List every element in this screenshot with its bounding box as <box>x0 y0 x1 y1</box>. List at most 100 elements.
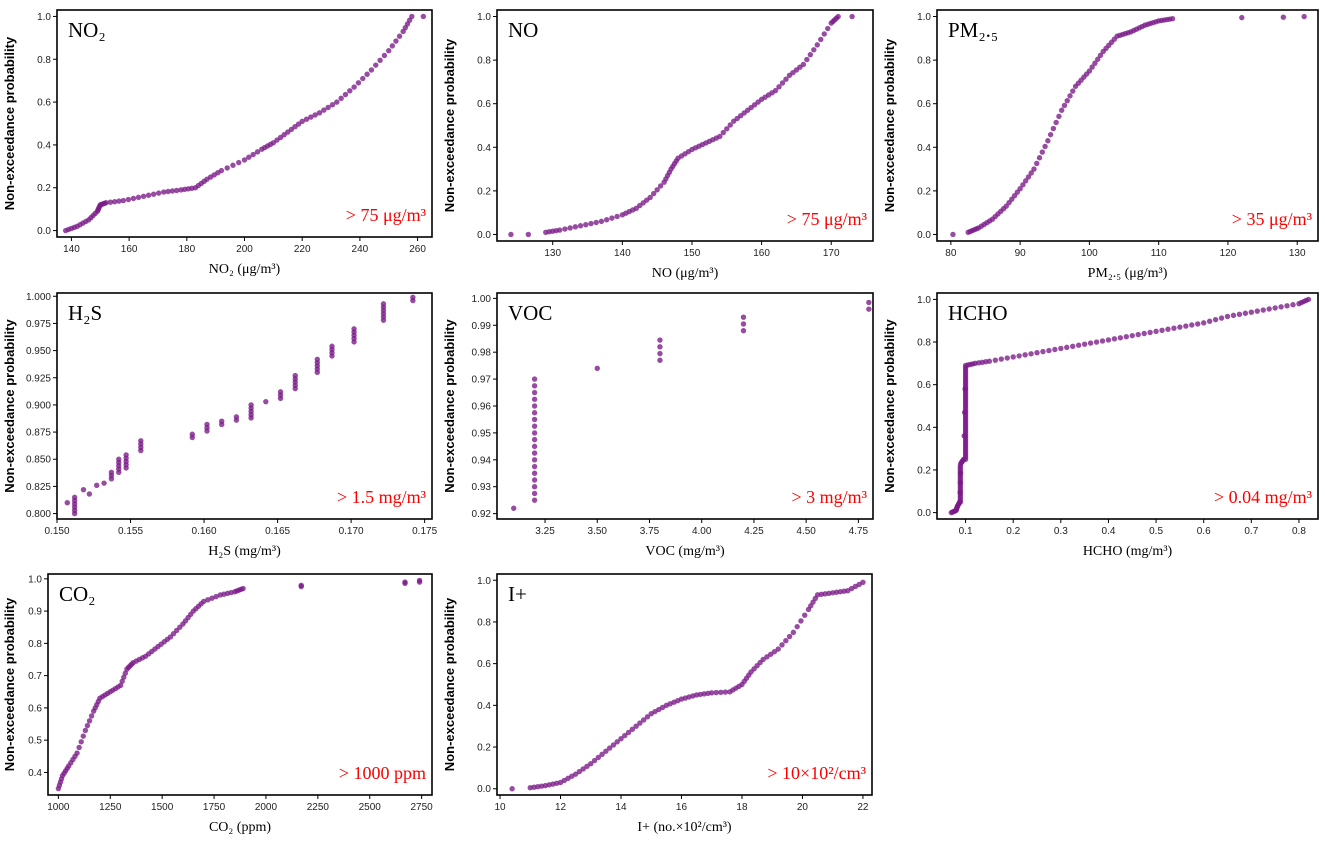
data-point <box>120 197 127 204</box>
data-point <box>657 183 664 189</box>
y-tick-label: 0.6 <box>28 703 42 714</box>
chart-iplus: 10 12 14 16 18 20 22 0.0 0.2 0.4 0.6 0.8 1.0 I+ > 10×1… <box>442 573 873 835</box>
data-point <box>531 389 538 396</box>
data-point <box>572 224 579 230</box>
data-point <box>821 31 827 37</box>
data-point <box>556 227 563 233</box>
x-axis-label: H₂S (mg/m³) <box>208 544 281 559</box>
y-tick-label: 0.8 <box>917 338 931 349</box>
panel-iplus: 10 12 14 16 18 20 22 0.0 0.2 0.4 0.6 0.8 1.0 I+ > 10×1… <box>440 564 880 847</box>
data-point <box>740 321 747 327</box>
data-points <box>511 299 872 511</box>
data-point <box>798 618 804 624</box>
panel-title: VOC <box>508 301 552 325</box>
data-point <box>779 642 785 648</box>
data-point <box>303 116 310 122</box>
data-point <box>1058 345 1064 352</box>
data-point <box>155 190 162 196</box>
data-point <box>1099 338 1106 344</box>
threshold-annotation: > 35 μg/m³ <box>1232 209 1313 229</box>
x-axis-label: VOC (mg/m³) <box>645 544 725 559</box>
data-point <box>360 75 366 82</box>
data-point <box>205 597 211 603</box>
data-point <box>849 13 855 20</box>
data-point <box>1095 56 1101 62</box>
data-point <box>800 61 807 68</box>
data-point <box>606 745 613 751</box>
data-point <box>779 80 786 86</box>
data-points <box>950 13 1307 238</box>
data-point <box>657 344 663 350</box>
data-point <box>246 154 252 160</box>
y-axis-label: Non-exceedance probability <box>2 597 17 771</box>
panel-title: HCHO <box>948 301 1008 325</box>
data-point <box>402 580 408 587</box>
data-point <box>531 450 538 456</box>
panel-title: CO₂ <box>59 582 96 606</box>
data-point <box>254 149 261 155</box>
data-point <box>386 47 392 54</box>
x-axis-label: PM₂.₅ (μg/m³) <box>1088 266 1168 281</box>
data-point <box>804 56 810 63</box>
chart-co2: 1000 1250 1500 1750 2000 2250 2500 2750 0.4 0.5 0.… <box>2 573 433 835</box>
x-tick-label: 4.50 <box>796 526 816 537</box>
data-point <box>240 585 246 592</box>
data-point <box>650 190 657 197</box>
x-tick-label: 16 <box>676 802 688 813</box>
data-point <box>1045 138 1051 144</box>
data-point <box>531 497 538 503</box>
data-point <box>161 189 167 195</box>
threshold-annotation: > 0.04 mg/m³ <box>1214 487 1313 507</box>
x-tick-label: 1250 <box>99 802 122 813</box>
y-tick-label: 0.92 <box>472 509 492 520</box>
data-point <box>351 84 357 90</box>
data-point <box>593 219 599 226</box>
data-point <box>531 484 538 490</box>
data-point <box>814 42 820 48</box>
data-point <box>531 376 538 382</box>
data-point <box>230 162 236 168</box>
data-point <box>368 67 375 73</box>
data-points <box>64 294 416 517</box>
data-point <box>577 223 584 229</box>
data-point <box>329 102 336 108</box>
data-point <box>250 151 256 158</box>
data-point <box>531 477 538 483</box>
panel-title: NO₂ <box>68 18 106 42</box>
data-point <box>1135 331 1141 338</box>
data-point <box>1301 13 1307 20</box>
x-tick-label: 0.170 <box>339 526 364 537</box>
y-tick-label: 0.4 <box>917 423 931 434</box>
x-tick-label: 140 <box>614 248 631 259</box>
plot-frame <box>56 292 433 520</box>
data-point <box>531 443 538 450</box>
y-tick-label: 0.8 <box>37 55 51 66</box>
panel-no: 130 140 150 160 170 0.0 0.2 0.4 0.6 0.8 1.0 NO > 75 … <box>440 0 880 285</box>
y-tick-label: 0.0 <box>477 230 491 241</box>
y-tick-label: 0.8 <box>917 56 931 67</box>
x-tick-label: 12 <box>555 802 567 813</box>
y-tick-label: 0.975 <box>26 319 51 330</box>
y-tick-label: 0.4 <box>917 143 931 154</box>
x-tick-label: 2500 <box>359 802 382 813</box>
data-point <box>783 638 789 644</box>
data-point <box>1195 321 1201 327</box>
data-point <box>1020 182 1026 188</box>
y-axis-label: Non-exceedance probability <box>2 36 17 210</box>
data-point <box>1022 352 1028 358</box>
data-point <box>316 110 323 116</box>
y-tick-label: 0.6 <box>917 380 931 391</box>
data-point <box>531 410 538 416</box>
data-point <box>1070 343 1076 350</box>
y-tick-label: 1.000 <box>26 292 51 303</box>
data-point <box>312 112 318 118</box>
data-point <box>1087 340 1094 346</box>
data-point <box>618 736 624 742</box>
data-point <box>1129 332 1135 339</box>
data-point <box>248 402 254 408</box>
data-point <box>1201 320 1207 326</box>
data-point <box>174 187 180 194</box>
data-point <box>101 480 107 486</box>
data-point <box>1123 334 1130 340</box>
data-point <box>1266 306 1272 312</box>
